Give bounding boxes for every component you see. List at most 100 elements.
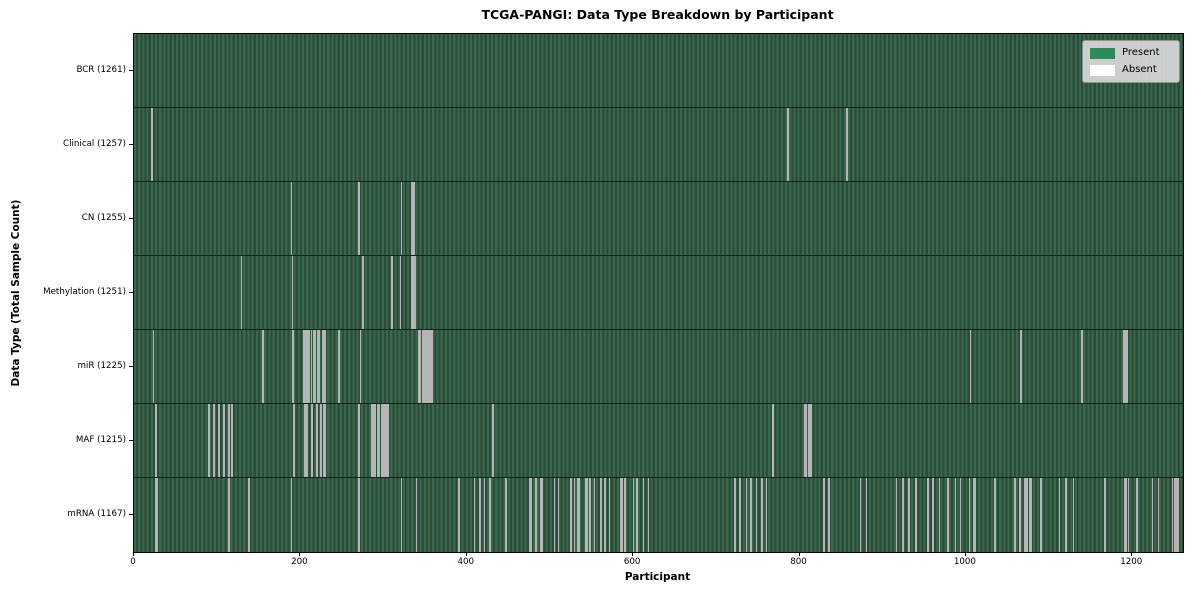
absent-stripe (947, 478, 949, 552)
absent-stripe (969, 330, 972, 403)
absent-stripe (828, 478, 830, 552)
absent-stripe (907, 478, 910, 552)
legend-swatch-present (1090, 47, 1115, 59)
y-tick-mark (129, 70, 133, 71)
absent-stripe (954, 478, 957, 552)
legend-item-present: Present (1090, 47, 1171, 59)
absent-stripe (1104, 478, 1106, 552)
heatmap-row-mrna (134, 478, 1183, 552)
absent-stripe (932, 478, 934, 552)
absent-stripe (358, 182, 360, 255)
absent-stripe (608, 478, 611, 552)
absent-stripe (431, 330, 433, 403)
absent-stripe (290, 182, 293, 255)
x-tick-label-400: 400 (457, 557, 475, 567)
absent-stripe (293, 404, 295, 477)
absent-stripe (938, 478, 941, 552)
y-tick-label-bcr: BCR (1261) (76, 65, 126, 75)
legend-swatch-absent (1090, 64, 1115, 76)
absent-stripe (642, 478, 645, 552)
absent-stripe (578, 478, 581, 552)
absent-stripe (1014, 478, 1017, 552)
absent-stripe (381, 404, 384, 477)
absent-stripe (974, 478, 977, 552)
heatmap-row-bcr (134, 34, 1183, 108)
y-tick-mark (129, 514, 133, 515)
absent-stripe (1151, 478, 1154, 552)
absent-stripe (636, 478, 639, 552)
absent-stripe (570, 478, 572, 552)
absent-stripe (208, 404, 211, 477)
absent-stripe (473, 478, 476, 552)
absent-stripe (358, 478, 360, 552)
legend-item-absent: Absent (1090, 64, 1171, 76)
absent-stripe (804, 404, 807, 477)
absent-stripe (479, 478, 482, 552)
absent-stripe (400, 478, 403, 552)
absent-stripe (428, 330, 431, 403)
absent-stripe (290, 478, 293, 552)
absent-stripe (419, 330, 422, 403)
absent-stripe (765, 478, 768, 552)
x-tick-label-200: 200 (291, 557, 308, 567)
absent-stripe (859, 478, 862, 552)
absent-stripe (1171, 478, 1174, 552)
absent-stripe (223, 404, 226, 477)
absent-stripe (761, 478, 764, 552)
absent-stripe (589, 478, 592, 552)
heatmap-row-methylation (134, 256, 1183, 330)
absent-stripe (749, 478, 752, 552)
y-tick-label-mrna: mRNA (1167) (67, 509, 126, 519)
absent-stripe (632, 478, 635, 552)
absent-stripe (593, 478, 596, 552)
absent-stripe (846, 108, 849, 181)
absent-stripe (489, 478, 492, 552)
absent-stripe (155, 404, 157, 477)
absent-stripe (310, 330, 313, 403)
x-tick-label-1200: 1200 (1120, 557, 1143, 567)
heatmap-row-maf (134, 404, 1183, 478)
legend-label-present: Present (1122, 47, 1160, 58)
absent-stripe (505, 478, 508, 552)
absent-stripe (553, 478, 556, 552)
y-tick-label-mir: miR (1225) (77, 361, 126, 371)
absent-stripe (316, 404, 319, 477)
absent-stripe (306, 404, 309, 477)
absent-stripe (823, 478, 825, 552)
x-tick-mark (1131, 552, 1133, 556)
absent-stripe (371, 404, 374, 477)
absent-stripe (308, 330, 310, 403)
absent-stripe (1072, 478, 1075, 552)
x-axis-label: Participant (624, 571, 691, 583)
absent-stripe (387, 404, 389, 477)
absent-stripe (1126, 330, 1129, 403)
absent-stripe (314, 330, 316, 403)
absent-stripe (457, 478, 460, 552)
absent-stripe (152, 330, 155, 403)
y-tick-mark (129, 218, 133, 219)
y-tick-label-cn: CN (1255) (81, 213, 126, 223)
absent-stripe (1040, 478, 1042, 552)
chart-title: TCGA-PANGI: Data Type Breakdown by Parti… (481, 7, 834, 22)
absent-stripe (604, 478, 607, 552)
absent-stripe (734, 478, 736, 552)
heatmap-row-cn (134, 182, 1183, 256)
absent-stripe (338, 330, 340, 403)
absent-stripe (755, 478, 758, 552)
absent-stripe (400, 182, 403, 255)
absent-stripe (647, 478, 650, 552)
absent-stripe (399, 256, 402, 329)
y-tick-label-clinical: Clinical (1257) (63, 139, 126, 149)
absent-stripe (324, 330, 326, 403)
absent-stripe (320, 404, 323, 477)
absent-stripe (557, 478, 560, 552)
absent-stripe (378, 404, 380, 477)
absent-stripe (362, 256, 364, 329)
absent-stripe (304, 330, 307, 403)
absent-stripe (745, 478, 748, 552)
absent-stripe (1026, 478, 1028, 552)
absent-stripe (228, 478, 231, 552)
absent-stripe (492, 404, 494, 477)
absent-stripe (358, 404, 360, 477)
